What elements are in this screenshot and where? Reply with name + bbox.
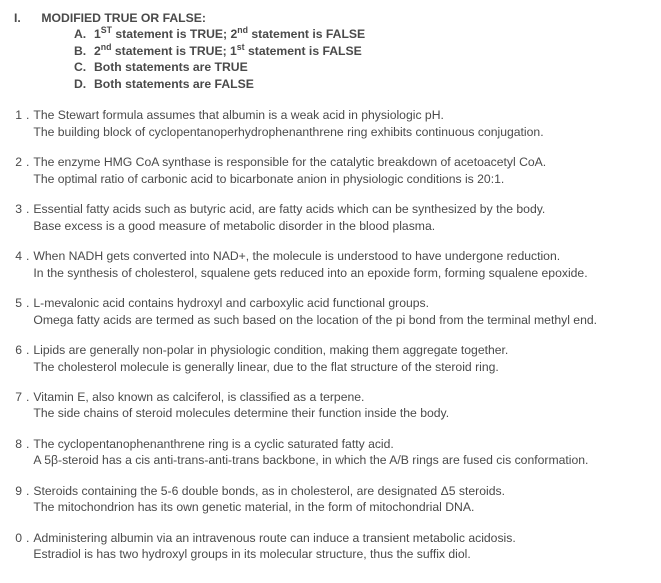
statement-2: Base excess is a good measure of metabol… [33,218,653,234]
statement-2: The side chains of steroid molecules det… [33,405,653,421]
question-number: 8 [8,436,22,469]
question-item: 9.Steroids containing the 5-6 double bon… [8,483,653,516]
section-title: MODIFIED TRUE OR FALSE: [41,10,206,26]
question-number: 2 [8,154,22,187]
option-d: D.Both statements are FALSE [14,76,653,92]
option-a-text: 1ST statement is TRUE; 2nd statement is … [94,27,365,41]
question-number: 4 [8,248,22,281]
question-list: 1.The Stewart formula assumes that album… [8,107,653,562]
question-body: Essential fatty acids such as butyric ac… [33,201,653,234]
option-letter: D. [74,76,94,92]
statement-2: Estradiol is has two hydroxyl groups in … [33,546,653,562]
statement-1: Lipids are generally non-polar in physio… [33,342,653,358]
option-c: C.Both statements are TRUE [14,59,653,75]
question-item: 8.The cyclopentanophenanthrene ring is a… [8,436,653,469]
question-body: The Stewart formula assumes that albumin… [33,107,653,140]
statement-1: When NADH gets converted into NAD+, the … [33,248,653,264]
statement-1: The Stewart formula assumes that albumin… [33,107,653,123]
question-number: 0 [8,530,22,563]
statement-2: Omega fatty acids are termed as such bas… [33,312,653,328]
option-d-text: Both statements are FALSE [94,77,254,91]
option-c-text: Both statements are TRUE [94,60,248,74]
statement-2: The mitochondrion has its own genetic ma… [33,499,653,515]
question-item: 3.Essential fatty acids such as butyric … [8,201,653,234]
statement-1: Steroids containing the 5-6 double bonds… [33,483,653,499]
question-body: When NADH gets converted into NAD+, the … [33,248,653,281]
statement-2: The optimal ratio of carbonic acid to bi… [33,171,653,187]
question-body: Lipids are generally non-polar in physio… [33,342,653,375]
section-header: I. MODIFIED TRUE OR FALSE: A.1ST stateme… [8,10,653,92]
statement-2: A 5β-steroid has a cis anti-trans-anti-t… [33,452,653,468]
section-roman: I. [14,10,38,26]
statement-1: The enzyme HMG CoA synthase is responsib… [33,154,653,170]
statement-2: In the synthesis of cholesterol, squalen… [33,265,653,281]
statement-1: L-mevalonic acid contains hydroxyl and c… [33,295,653,311]
option-letter: C. [74,59,94,75]
question-body: Administering albumin via an intravenous… [33,530,653,563]
question-item: 6.Lipids are generally non-polar in phys… [8,342,653,375]
statement-1: Vitamin E, also known as calciferol, is … [33,389,653,405]
statement-1: Administering albumin via an intravenous… [33,530,653,546]
statement-2: The cholesterol molecule is generally li… [33,359,653,375]
question-number: 1 [8,107,22,140]
statement-2: The building block of cyclopentanoperhyd… [33,124,653,140]
exam-page: I. MODIFIED TRUE OR FALSE: A.1ST stateme… [0,0,661,583]
question-item: 2.The enzyme HMG CoA synthase is respons… [8,154,653,187]
question-body: The cyclopentanophenanthrene ring is a c… [33,436,653,469]
question-body: Steroids containing the 5-6 double bonds… [33,483,653,516]
question-number: 7 [8,389,22,422]
question-body: Vitamin E, also known as calciferol, is … [33,389,653,422]
question-item: 5.L-mevalonic acid contains hydroxyl and… [8,295,653,328]
question-number: 6 [8,342,22,375]
question-item: 0.Administering albumin via an intraveno… [8,530,653,563]
question-number: 5 [8,295,22,328]
option-b: B.2nd statement is TRUE; 1st statement i… [14,43,653,59]
question-number: 3 [8,201,22,234]
option-b-text: 2nd statement is TRUE; 1st statement is … [94,44,362,58]
question-item: 1.The Stewart formula assumes that album… [8,107,653,140]
question-body: L-mevalonic acid contains hydroxyl and c… [33,295,653,328]
option-a: A.1ST statement is TRUE; 2nd statement i… [14,26,653,42]
option-letter: A. [74,26,94,42]
option-letter: B. [74,43,94,59]
question-item: 7.Vitamin E, also known as calciferol, i… [8,389,653,422]
statement-1: The cyclopentanophenanthrene ring is a c… [33,436,653,452]
statement-1: Essential fatty acids such as butyric ac… [33,201,653,217]
question-number: 9 [8,483,22,516]
question-body: The enzyme HMG CoA synthase is responsib… [33,154,653,187]
question-item: 4.When NADH gets converted into NAD+, th… [8,248,653,281]
